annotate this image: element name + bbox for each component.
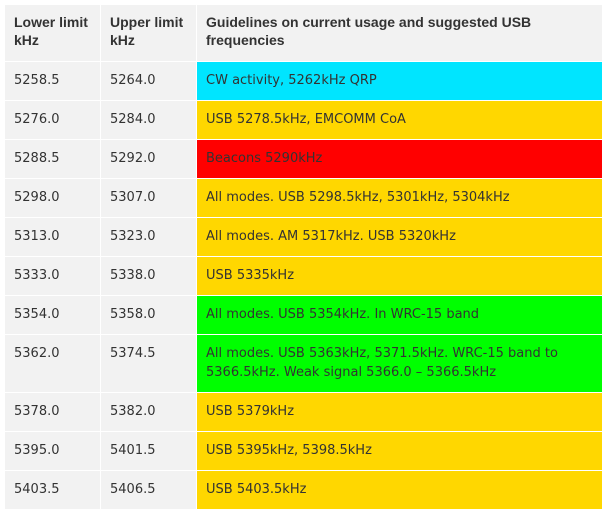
- lower-limit-cell: 5313.0: [4, 217, 101, 257]
- guideline-cell: USB 5403.5kHz: [196, 470, 603, 510]
- guideline-cell: USB 5395kHz, 5398.5kHz: [196, 431, 603, 471]
- frequency-table: Lower limit kHz Upper limit kHz Guidelin…: [4, 4, 603, 510]
- upper-limit-cell: 5284.0: [100, 100, 197, 140]
- table-row: 5258.5 5264.0 CW activity, 5262kHz QRP: [4, 61, 603, 101]
- guideline-cell: Beacons 5290kHz: [196, 139, 603, 179]
- table-row: 5288.5 5292.0 Beacons 5290kHz: [4, 139, 603, 179]
- guideline-cell: All modes. AM 5317kHz. USB 5320kHz: [196, 217, 603, 257]
- table-row: 5313.0 5323.0 All modes. AM 5317kHz. USB…: [4, 217, 603, 257]
- guideline-cell: All modes. USB 5298.5kHz, 5301kHz, 5304k…: [196, 178, 603, 218]
- upper-limit-cell: 5374.5: [100, 334, 197, 393]
- guideline-cell: USB 5278.5kHz, EMCOMM CoA: [196, 100, 603, 140]
- frequency-table-container: Lower limit kHz Upper limit kHz Guidelin…: [4, 4, 603, 510]
- table-row: 5354.0 5358.0 All modes. USB 5354kHz. In…: [4, 295, 603, 335]
- table-row: 5298.0 5307.0 All modes. USB 5298.5kHz, …: [4, 178, 603, 218]
- lower-limit-cell: 5378.0: [4, 392, 101, 432]
- guideline-cell: USB 5335kHz: [196, 256, 603, 296]
- lower-limit-cell: 5276.0: [4, 100, 101, 140]
- header-row: Lower limit kHz Upper limit kHz Guidelin…: [4, 4, 603, 62]
- table-row: 5378.0 5382.0 USB 5379kHz: [4, 392, 603, 432]
- lower-limit-cell: 5354.0: [4, 295, 101, 335]
- guideline-cell: All modes. USB 5354kHz. In WRC-15 band: [196, 295, 603, 335]
- table-row: 5362.0 5374.5 All modes. USB 5363kHz, 53…: [4, 334, 603, 393]
- upper-limit-cell: 5406.5: [100, 470, 197, 510]
- guideline-cell: CW activity, 5262kHz QRP: [196, 61, 603, 101]
- table-row: 5395.0 5401.5 USB 5395kHz, 5398.5kHz: [4, 431, 603, 471]
- upper-limit-cell: 5338.0: [100, 256, 197, 296]
- upper-limit-cell: 5307.0: [100, 178, 197, 218]
- lower-limit-cell: 5333.0: [4, 256, 101, 296]
- header-upper-limit: Upper limit kHz: [100, 4, 197, 62]
- upper-limit-cell: 5358.0: [100, 295, 197, 335]
- upper-limit-cell: 5292.0: [100, 139, 197, 179]
- upper-limit-cell: 5323.0: [100, 217, 197, 257]
- header-guidelines: Guidelines on current usage and suggeste…: [196, 4, 603, 62]
- lower-limit-cell: 5362.0: [4, 334, 101, 393]
- lower-limit-cell: 5288.5: [4, 139, 101, 179]
- table-row: 5276.0 5284.0 USB 5278.5kHz, EMCOMM CoA: [4, 100, 603, 140]
- lower-limit-cell: 5258.5: [4, 61, 101, 101]
- lower-limit-cell: 5403.5: [4, 470, 101, 510]
- upper-limit-cell: 5401.5: [100, 431, 197, 471]
- table-row: 5333.0 5338.0 USB 5335kHz: [4, 256, 603, 296]
- guideline-cell: USB 5379kHz: [196, 392, 603, 432]
- upper-limit-cell: 5382.0: [100, 392, 197, 432]
- table-header: Lower limit kHz Upper limit kHz Guidelin…: [4, 4, 603, 62]
- header-lower-limit: Lower limit kHz: [4, 4, 101, 62]
- lower-limit-cell: 5298.0: [4, 178, 101, 218]
- table-row: 5403.5 5406.5 USB 5403.5kHz: [4, 470, 603, 510]
- table-body: 5258.5 5264.0 CW activity, 5262kHz QRP 5…: [4, 61, 603, 510]
- lower-limit-cell: 5395.0: [4, 431, 101, 471]
- guideline-cell: All modes. USB 5363kHz, 5371.5kHz. WRC-1…: [196, 334, 603, 393]
- upper-limit-cell: 5264.0: [100, 61, 197, 101]
